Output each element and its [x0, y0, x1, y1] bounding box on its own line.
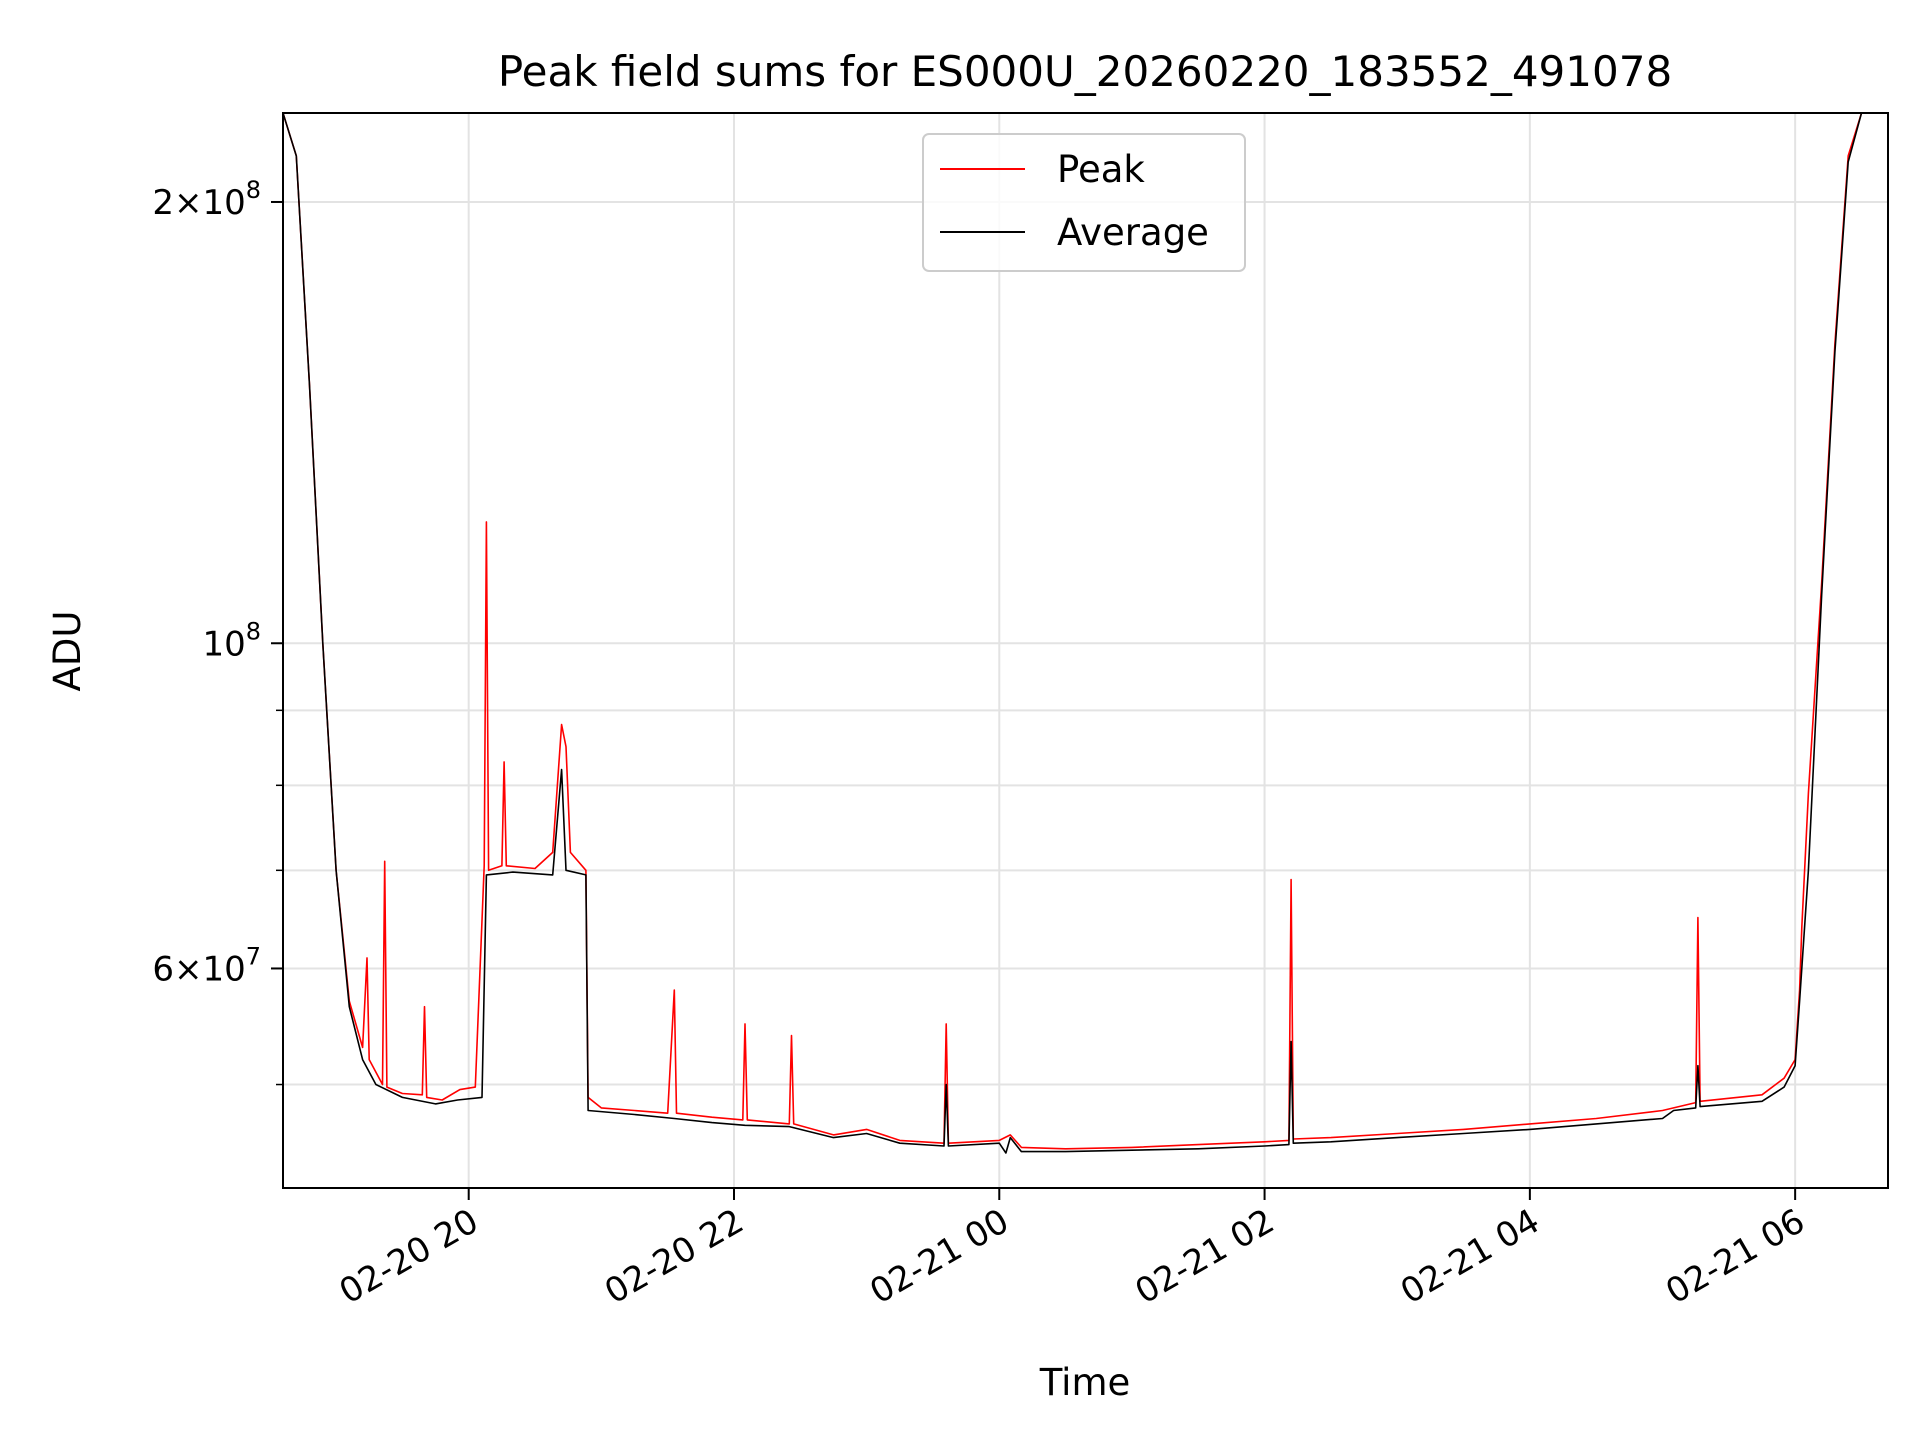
- y-tick-base: 6×10: [152, 949, 245, 989]
- y-tick-exponent: 7: [246, 942, 261, 970]
- series-line-average: [283, 113, 1888, 1154]
- series-line-peak: [283, 113, 1888, 1150]
- legend: Peak Average: [922, 133, 1246, 272]
- x-axis-title: Time: [1039, 1361, 1131, 1404]
- y-tick-label: 2×108: [152, 176, 261, 223]
- chart-title: Peak field sums for ES000U_20260220_1835…: [498, 47, 1672, 96]
- series-layer: [283, 113, 1888, 1154]
- grid: [283, 113, 1888, 1188]
- y-tick-label: 108: [202, 617, 261, 664]
- legend-label-peak: Peak: [1057, 148, 1145, 191]
- y-tick-exponent: 8: [246, 176, 261, 204]
- y-tick-base: 10: [202, 624, 245, 664]
- y-tick-label: 6×107: [152, 942, 261, 989]
- plot-frame: [282, 112, 1889, 1189]
- y-axis-title: ADU: [46, 611, 89, 692]
- y-tick-base: 2×10: [152, 183, 245, 223]
- legend-label-average: Average: [1057, 211, 1209, 254]
- y-tick-exponent: 8: [246, 617, 261, 645]
